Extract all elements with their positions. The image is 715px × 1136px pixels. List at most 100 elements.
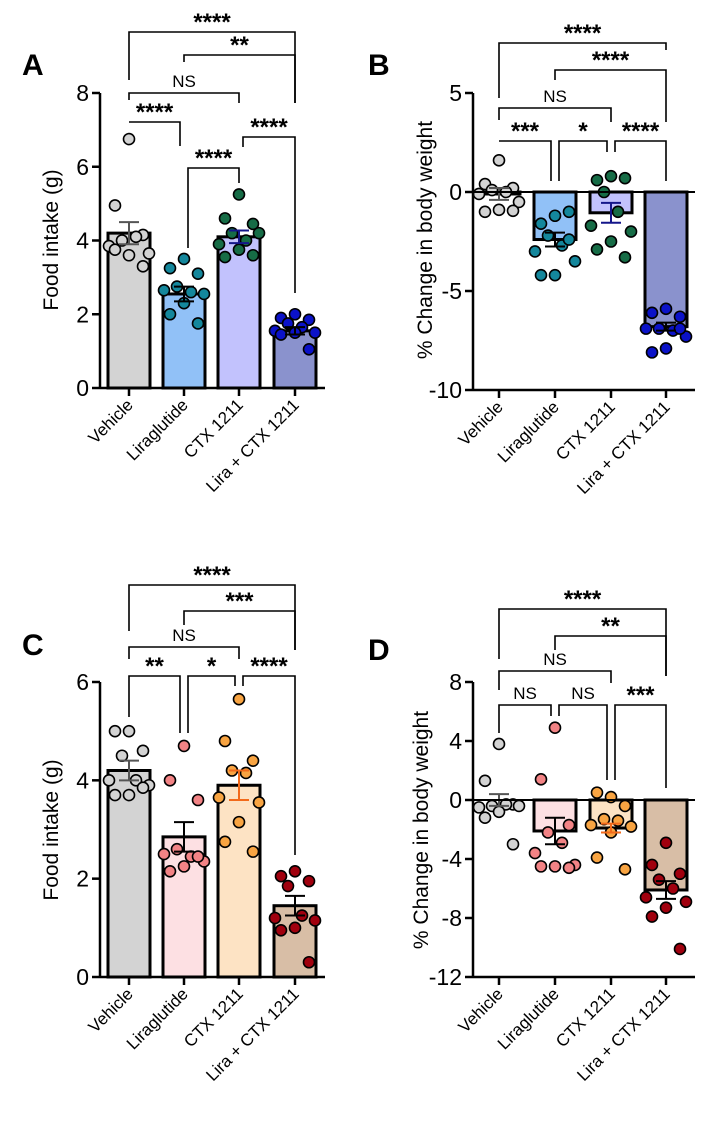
data-point (274, 869, 288, 883)
bar-0 (106, 769, 152, 979)
significance-label: * (207, 653, 217, 680)
significance-bracket (614, 140, 667, 181)
y-tick-label: -5 (442, 278, 462, 304)
data-point (122, 724, 136, 738)
y-tick-label: 8 (76, 80, 89, 106)
data-point (302, 874, 316, 888)
data-point (590, 173, 604, 187)
data-point (246, 845, 260, 858)
data-point (548, 721, 562, 735)
significance-label: *** (225, 588, 254, 615)
x-tick-label: Liraglutide (494, 397, 563, 466)
significance-bracket (614, 704, 667, 788)
data-point (163, 864, 177, 878)
significance-label: ** (230, 32, 249, 59)
bar-2 (216, 783, 262, 979)
significance-label: **** (250, 653, 288, 680)
data-point (197, 287, 211, 301)
data-point (108, 788, 122, 802)
data-point (652, 322, 666, 335)
data-point (548, 860, 562, 873)
data-point (472, 801, 486, 814)
data-point (485, 183, 499, 197)
significance-bracket (129, 121, 181, 146)
significance-bracket (242, 136, 296, 293)
data-point (506, 204, 520, 218)
data-point (652, 873, 666, 886)
x-tick-label: Liraglutide (494, 984, 563, 1053)
significance-bracket (498, 670, 612, 690)
data-point (232, 243, 246, 257)
data-point (170, 842, 184, 856)
data-point (512, 799, 526, 813)
data-point (108, 243, 122, 257)
significance-bracket (128, 584, 296, 650)
significance-bracket (242, 675, 296, 855)
data-point (274, 923, 288, 937)
data-point (645, 346, 659, 359)
data-point (281, 879, 295, 893)
significance-bracket (498, 107, 612, 122)
data-point (288, 307, 302, 321)
significance-label: **** (250, 114, 288, 141)
data-point (478, 774, 492, 788)
significance-bracket (128, 92, 240, 103)
y-tick-label: 0 (76, 964, 89, 990)
significance-label: *** (511, 118, 540, 145)
significance-label: **** (193, 562, 231, 589)
panel-d: D -12 -8 -4 0 4 8 % Change in body weight Vehicl… (368, 586, 695, 1085)
data-point (122, 132, 136, 146)
data-point (534, 773, 548, 786)
data-point (548, 209, 562, 223)
data-point (597, 812, 611, 826)
data-point (288, 864, 302, 878)
data-point (673, 942, 687, 956)
panel-letter: D (368, 634, 390, 667)
data-point (218, 734, 232, 748)
data-point (191, 850, 205, 863)
y-tick-label: 0 (449, 787, 462, 813)
significance-label: **** (564, 586, 602, 613)
significance-label: * (578, 118, 588, 145)
data-point (568, 254, 582, 268)
data-point (232, 815, 246, 829)
significance-bracket (128, 675, 181, 733)
data-point (659, 901, 673, 914)
data-point (274, 328, 288, 341)
data-point (679, 895, 693, 909)
significance-bracket (498, 704, 552, 733)
y-tick-label: 0 (76, 375, 89, 401)
significance-bracket (498, 608, 667, 676)
data-point (604, 235, 618, 248)
significance-label: *** (626, 682, 655, 709)
data-point (108, 199, 122, 212)
data-point (122, 248, 136, 262)
data-point (246, 754, 260, 767)
data-point (645, 306, 659, 320)
significance-label: ** (145, 653, 164, 680)
data-point (666, 882, 680, 895)
y-tick-label: 4 (76, 767, 89, 793)
data-point (177, 252, 191, 266)
data-point (239, 766, 253, 780)
data-point (639, 322, 653, 335)
data-point (590, 243, 604, 256)
data-point (478, 811, 492, 825)
data-point (212, 237, 226, 251)
y-tick-label: -10 (429, 377, 462, 403)
y-axis-label: % Change in body weight (410, 711, 433, 949)
significance-bracket (187, 675, 236, 733)
data-point (136, 781, 150, 795)
data-point (611, 205, 625, 219)
data-point (157, 283, 171, 297)
data-point (590, 851, 604, 864)
data-point (122, 788, 136, 802)
data-point (492, 203, 506, 217)
data-point (225, 226, 239, 240)
x-tick-label: Lira + CTX 1211 (573, 984, 673, 1084)
data-point (512, 195, 526, 209)
data-point (191, 317, 205, 330)
data-point (302, 955, 316, 969)
